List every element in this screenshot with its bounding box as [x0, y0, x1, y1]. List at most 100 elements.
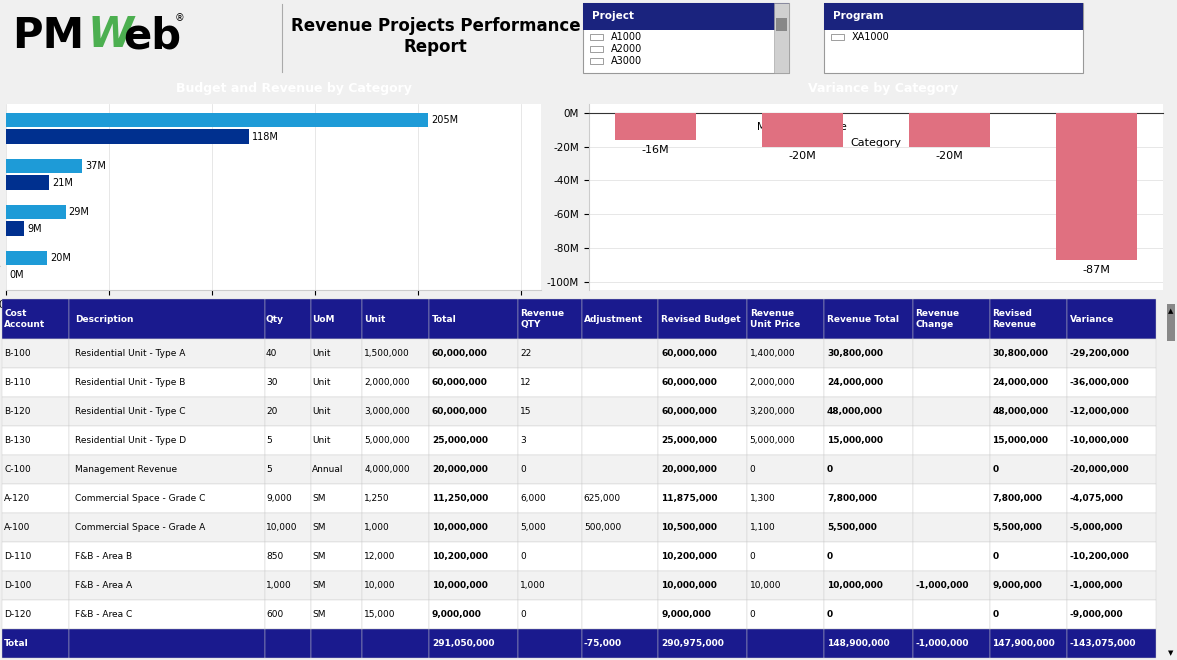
- Bar: [658, 368, 747, 397]
- Bar: [913, 368, 990, 397]
- Bar: [518, 543, 581, 571]
- Bar: [583, 3, 789, 73]
- Text: 1,100: 1,100: [750, 523, 776, 532]
- Bar: [69, 339, 265, 368]
- Bar: [69, 629, 265, 658]
- Text: 2,000,000: 2,000,000: [750, 378, 796, 387]
- Text: -87M: -87M: [1083, 265, 1110, 275]
- Bar: [581, 339, 658, 368]
- Bar: [518, 513, 581, 543]
- Bar: [69, 455, 265, 484]
- Bar: [265, 397, 311, 426]
- Text: 12,000: 12,000: [364, 552, 395, 561]
- Bar: [913, 513, 990, 543]
- Text: 10,200,000: 10,200,000: [661, 552, 717, 561]
- Text: B-120: B-120: [5, 407, 31, 416]
- Bar: [824, 571, 913, 600]
- Text: 10,000,000: 10,000,000: [661, 581, 717, 590]
- Bar: [913, 426, 990, 455]
- Bar: [590, 34, 603, 40]
- Bar: [265, 600, 311, 629]
- Text: -10,200,000: -10,200,000: [1070, 552, 1129, 561]
- Text: -1,000,000: -1,000,000: [1070, 581, 1123, 590]
- Text: -20M: -20M: [936, 151, 963, 161]
- Bar: [430, 368, 518, 397]
- Text: Description: Description: [75, 315, 134, 323]
- Text: 60,000,000: 60,000,000: [432, 349, 487, 358]
- Bar: [990, 513, 1066, 543]
- Bar: [581, 484, 658, 513]
- Bar: [2, 629, 69, 658]
- Text: 10,000,000: 10,000,000: [827, 581, 883, 590]
- Bar: [990, 600, 1066, 629]
- Bar: [831, 34, 844, 40]
- Bar: [363, 368, 430, 397]
- Bar: [990, 368, 1066, 397]
- Bar: [430, 629, 518, 658]
- Bar: [762, 113, 843, 147]
- Text: Revised
Revenue: Revised Revenue: [992, 310, 1037, 329]
- Bar: [430, 484, 518, 513]
- Text: 9,000: 9,000: [266, 494, 292, 503]
- Text: -75,000: -75,000: [584, 639, 621, 648]
- Text: 5: 5: [266, 436, 272, 446]
- Bar: [363, 426, 430, 455]
- Text: D-100: D-100: [5, 581, 32, 590]
- Text: -10,000,000: -10,000,000: [1070, 436, 1129, 446]
- Bar: [430, 339, 518, 368]
- Bar: [265, 299, 311, 339]
- Text: 21M: 21M: [52, 178, 73, 187]
- Text: Commercial Space - Grade A: Commercial Space - Grade A: [75, 523, 206, 532]
- Bar: [990, 299, 1066, 339]
- Text: 4,000,000: 4,000,000: [364, 465, 410, 475]
- Text: 5,000,000: 5,000,000: [750, 436, 796, 446]
- Text: F&B - Area A: F&B - Area A: [75, 581, 132, 590]
- Text: F&B - Area C: F&B - Area C: [75, 610, 133, 619]
- Text: 10,000: 10,000: [266, 523, 298, 532]
- Bar: [913, 600, 990, 629]
- Text: 1,000: 1,000: [520, 581, 546, 590]
- Bar: [658, 339, 747, 368]
- Text: -1,000,000: -1,000,000: [916, 639, 969, 648]
- Bar: [658, 484, 747, 513]
- Bar: [363, 397, 430, 426]
- Bar: [265, 629, 311, 658]
- Bar: [747, 484, 824, 513]
- Text: Program: Program: [833, 11, 884, 21]
- Text: -9,000,000: -9,000,000: [1070, 610, 1123, 619]
- Text: 0: 0: [992, 552, 998, 561]
- Text: 30,800,000: 30,800,000: [827, 349, 883, 358]
- Bar: [658, 299, 747, 339]
- Text: -12,000,000: -12,000,000: [1070, 407, 1129, 416]
- Bar: [311, 513, 363, 543]
- Bar: [1066, 339, 1156, 368]
- Bar: [2, 397, 69, 426]
- Bar: [583, 3, 789, 30]
- Text: 15,000,000: 15,000,000: [992, 436, 1049, 446]
- Text: 10,200,000: 10,200,000: [432, 552, 487, 561]
- Bar: [913, 299, 990, 339]
- Text: eb: eb: [124, 15, 181, 57]
- Bar: [824, 3, 1083, 73]
- Bar: [824, 600, 913, 629]
- Text: 15,000: 15,000: [364, 610, 395, 619]
- Text: -36,000,000: -36,000,000: [1070, 378, 1129, 387]
- Text: 7,800,000: 7,800,000: [992, 494, 1043, 503]
- Bar: [430, 513, 518, 543]
- Text: 205M: 205M: [431, 115, 458, 125]
- Bar: [311, 426, 363, 455]
- Bar: [2, 339, 69, 368]
- Bar: [990, 543, 1066, 571]
- Text: Variance: Variance: [1070, 315, 1113, 323]
- Text: 1,000: 1,000: [266, 581, 292, 590]
- Legend: Revised_Total, Revised_Revenue: Revised_Total, Revised_Revenue: [629, 150, 740, 183]
- Text: 9,000,000: 9,000,000: [992, 581, 1043, 590]
- Bar: [990, 455, 1066, 484]
- Bar: [518, 455, 581, 484]
- Bar: [311, 299, 363, 339]
- Text: Unit: Unit: [312, 407, 331, 416]
- Bar: [2, 571, 69, 600]
- Bar: [581, 543, 658, 571]
- Text: 5,500,000: 5,500,000: [992, 523, 1043, 532]
- Bar: [658, 455, 747, 484]
